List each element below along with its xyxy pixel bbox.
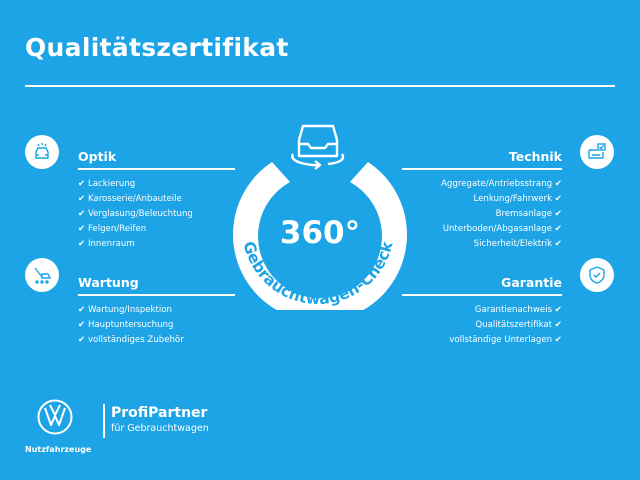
wrench-car-icon bbox=[25, 258, 59, 292]
shield-check-icon bbox=[580, 258, 614, 292]
list-item: ✔ Lackierung bbox=[78, 179, 136, 189]
car-rotate-icon bbox=[291, 124, 345, 170]
list-item: ✔ Hauptuntersuchung bbox=[78, 320, 174, 330]
section-divider bbox=[402, 294, 562, 296]
section-divider bbox=[78, 294, 235, 296]
list-item: ✔ Wartung/Inspektion bbox=[78, 305, 172, 315]
page-title: Qualitätszertifikat bbox=[25, 33, 289, 62]
partner-title: ProfiPartner bbox=[111, 405, 208, 421]
section-divider bbox=[78, 168, 235, 170]
list-item: ✔ Felgen/Reifen bbox=[78, 224, 147, 234]
brand-name: Nutzfahrzeuge bbox=[25, 445, 92, 454]
optik-list: ✔ Lackierung ✔ Karosserie/Anbauteile ✔ V… bbox=[78, 177, 278, 252]
wartung-list: ✔ Wartung/Inspektion ✔ Hauptuntersuchung… bbox=[78, 303, 278, 348]
section-divider bbox=[402, 168, 562, 170]
list-item: Unterboden/Abgasanlage ✔ bbox=[442, 224, 562, 234]
list-item: ✔ Verglasung/Beleuchtung bbox=[78, 209, 193, 219]
list-item: vollständige Unterlagen ✔ bbox=[449, 335, 562, 345]
list-item: ✔ Innenraum bbox=[78, 239, 135, 249]
footer-divider bbox=[103, 404, 105, 438]
title-divider bbox=[25, 85, 615, 87]
section-heading-technik: Technik bbox=[508, 149, 562, 164]
section-heading-optik: Optik bbox=[78, 149, 117, 164]
center-360: 360° bbox=[280, 215, 360, 251]
engine-check-icon bbox=[580, 135, 614, 169]
garantie-list: Garantienachweis ✔ Qualitätszertifikat ✔… bbox=[362, 303, 562, 348]
technik-list: Aggregate/Antriebsstrang ✔ Lenkung/Fahrw… bbox=[362, 177, 562, 252]
list-item: Sicherheit/Elektrik ✔ bbox=[473, 239, 562, 249]
list-item: Garantienachweis ✔ bbox=[474, 305, 562, 315]
list-item: Lenkung/Fahrwerk ✔ bbox=[473, 194, 563, 204]
list-item: Bremsanlage ✔ bbox=[495, 209, 562, 219]
check-360-badge: 360° Gebrauchtwagen-Check bbox=[233, 124, 407, 310]
vw-logo bbox=[37, 399, 73, 435]
list-item: Aggregate/Antriebsstrang ✔ bbox=[440, 179, 562, 189]
list-item: Qualitätszertifikat ✔ bbox=[475, 320, 562, 330]
section-heading-garantie: Garantie bbox=[501, 275, 562, 290]
partner-subtitle: für Gebrauchtwagen bbox=[111, 423, 209, 434]
section-heading-wartung: Wartung bbox=[78, 275, 139, 290]
list-item: ✔ Karosserie/Anbauteile bbox=[78, 194, 182, 204]
car-lights-icon bbox=[25, 135, 59, 169]
list-item: ✔ vollständiges Zubehör bbox=[78, 335, 184, 345]
